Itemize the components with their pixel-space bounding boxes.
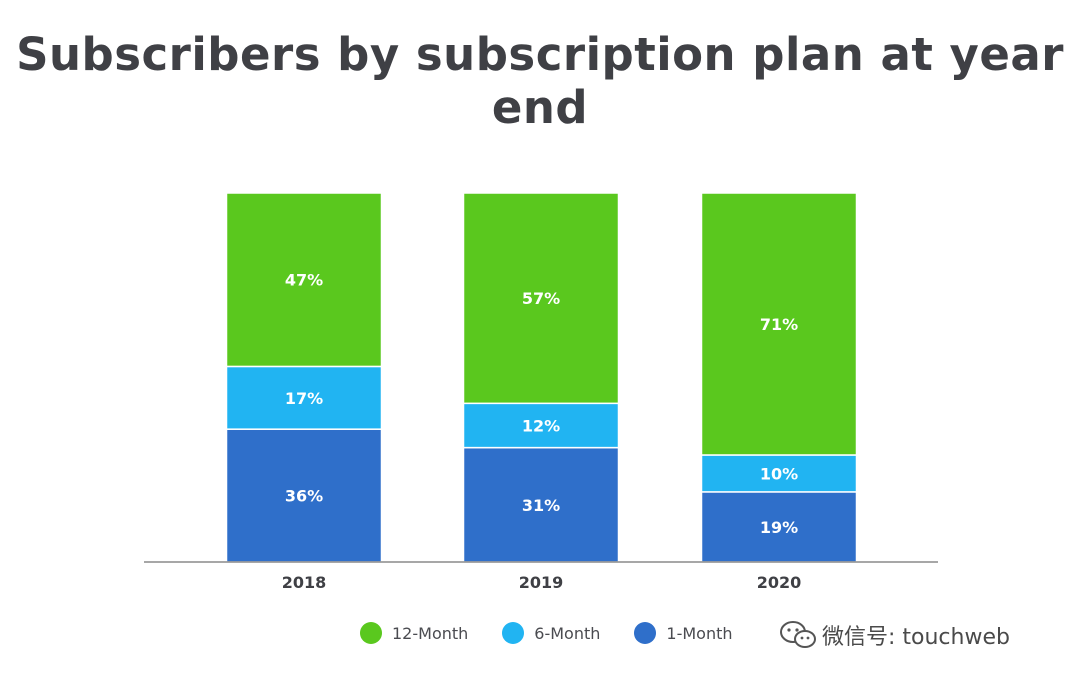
data-label-12-month-2019: 57%	[522, 289, 560, 308]
data-label-1-month-2020: 19%	[760, 518, 798, 537]
bar-segment-12-month-2019	[462, 192, 620, 405]
legend-label-12-month: 12-Month	[392, 623, 469, 643]
legend-swatch-12-month	[360, 622, 382, 644]
bar-segment-6-month-2019	[462, 402, 620, 449]
watermark-text: 微信号: touchweb	[822, 625, 1010, 650]
bar-segment-12-month-2020	[700, 192, 858, 456]
chart-title: Subscribers by subscription plan at year…	[16, 28, 1064, 134]
data-label-6-month-2018: 17%	[285, 389, 323, 408]
bar-segment-1-month-2020	[700, 491, 858, 563]
data-label-1-month-2018: 36%	[285, 487, 323, 506]
legend-swatch-6-month	[502, 622, 525, 644]
data-label-6-month-2020: 10%	[760, 464, 798, 483]
legend-swatch-1-month	[634, 622, 657, 644]
data-label-12-month-2020: 71%	[760, 315, 798, 334]
legend-item-1-month: 1-Month	[634, 622, 733, 644]
legend-item-12-month: 12-Month	[360, 622, 468, 644]
legend-label-1-month: 1-Month	[666, 623, 733, 643]
legend-item-6-month: 6-Month	[502, 622, 600, 644]
data-label-12-month-2018: 47%	[285, 271, 323, 290]
data-label-6-month-2019: 12%	[522, 416, 560, 435]
x-tick-label-2019: 2019	[519, 573, 564, 592]
wechat-watermark: 微信号: touchweb	[778, 618, 1010, 652]
x-tick-label-2020: 2020	[757, 573, 802, 592]
legend-label-6-month: 6-Month	[534, 623, 601, 643]
bar-segment-12-month-2018	[225, 192, 383, 368]
wechat-icon	[780, 621, 816, 648]
bar-segment-6-month-2020	[700, 454, 858, 493]
data-label-1-month-2019: 31%	[522, 496, 560, 515]
chart-legend: 12-Month 6-Month 1-Month	[360, 618, 767, 648]
bar-segment-6-month-2018	[225, 365, 383, 430]
x-tick-label-2018: 2018	[282, 573, 327, 592]
